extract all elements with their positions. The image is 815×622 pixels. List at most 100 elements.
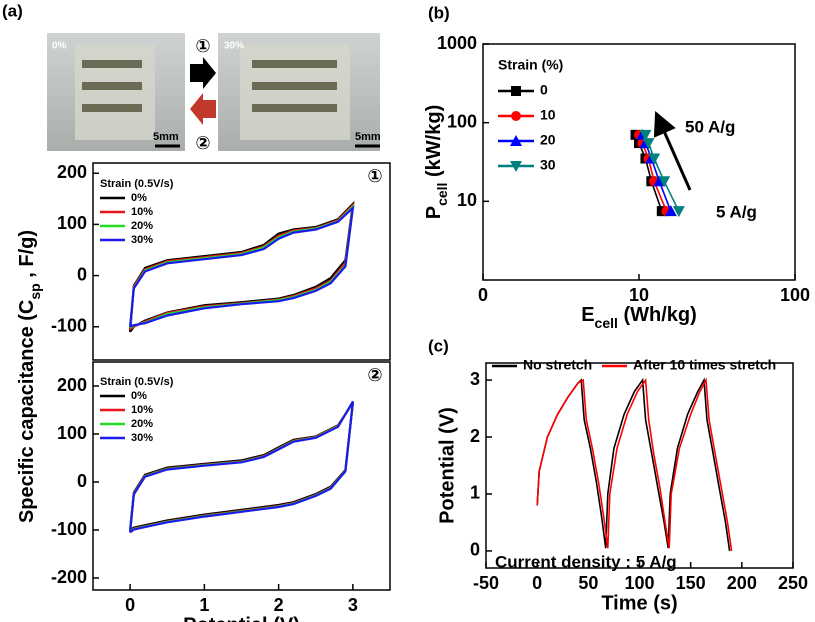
y-tick-label: 100 [447,111,477,131]
legend-label: 10% [131,206,153,218]
x-tick-label: 0 [478,285,488,305]
data-point [672,206,685,218]
x-tick-label: 150 [676,573,706,593]
x-tick-label: 2 [274,595,284,615]
x-tick-label: 0 [532,573,542,593]
legend-label: 10% [131,404,153,416]
y-tick-label: -100 [51,519,87,539]
annotation: 50 A/g [685,117,735,136]
legend-label: 20% [131,220,153,232]
x-tick-label: 250 [778,573,808,593]
y-axis-label: Pcell (kW/kg) [423,105,449,219]
y-axis-label-part: Specific capacitance (C [16,300,38,523]
step-number: ① [195,36,210,57]
series-line [536,377,733,552]
scale-label: 5mm [153,131,179,143]
x-tick-label: 200 [727,573,757,593]
scale-label: 5mm [355,131,381,143]
legend-marker [511,111,521,121]
legend-marker [511,86,521,96]
legend-label: 20 [540,132,556,148]
legend-label: 30% [131,234,153,246]
y-tick-label: 10 [457,190,477,210]
y-axis-label-sub: cell [434,183,450,206]
panel-label: (c) [428,336,449,355]
legend-label: 0 [540,82,548,98]
y-tick-label: 0 [77,264,87,284]
legend-label: 0% [131,390,147,402]
y-tick-label: 100 [57,213,87,233]
series-line [129,200,355,333]
trend-arrow [653,111,692,191]
plot-frame [92,162,391,361]
y-tick-label: 1 [470,483,480,503]
plot-frame [92,361,391,591]
y-axis-label: Potential (V) [436,407,458,524]
x-axis-label-sub: cell [595,315,618,331]
y-axis-label-part: , F/g) [16,230,38,283]
legend-title: Strain (0.5V/s) [100,376,174,388]
photo-label: 30% [224,41,244,52]
x-tick-label: 10 [629,285,649,305]
photo-right [218,33,380,151]
data-point [658,176,671,188]
plot-frame [482,43,796,281]
y-tick-label: 1000 [437,33,477,53]
data-point [648,153,661,165]
x-tick-label: 3 [348,595,358,615]
y-axis-label-part: (kW/kg) [423,105,445,183]
annotation: ① [367,166,382,187]
y-tick-label: 3 [470,369,480,389]
x-axis-label: Potential (V) [183,614,300,622]
x-tick-label: -50 [473,573,499,593]
arrow-back [190,93,216,125]
legend-label: After 10 times stretch [633,357,776,373]
data-point [642,138,655,150]
legend-title: Strain (%) [498,57,563,73]
annotation: ② [367,365,382,386]
plot-frame [485,362,794,569]
y-tick-label: 200 [57,162,87,182]
legend-label: No stretch [523,357,592,373]
panel-label: (b) [428,3,450,22]
y-tick-label: 2 [470,426,480,446]
y-tick-label: 0 [77,471,87,491]
arrow-forward [190,57,216,89]
x-tick-label: 100 [780,285,810,305]
y-axis-label-sub: sp [27,283,43,299]
x-tick-label: 1 [199,595,209,615]
legend-label: 0% [131,192,147,204]
x-tick-label: 50 [578,573,598,593]
x-axis-label: Ecell (Wh/kg) [581,304,697,330]
legend-title: Strain (0.5V/s) [100,178,174,190]
data-point [664,205,677,217]
y-tick-label: 100 [57,423,87,443]
y-tick-label: 0 [470,540,480,560]
x-tick-label: 0 [125,595,135,615]
legend-marker [510,161,522,172]
series-line [536,377,731,552]
x-axis-label-part: (Wh/kg) [618,304,697,326]
series-line [129,201,355,331]
data-point [639,129,652,141]
legend-marker [510,135,522,146]
y-axis-label-part: P [423,206,445,219]
annotation: 5 A/g [716,202,757,221]
photo-left [47,33,185,151]
panel-label: (a) [2,1,23,20]
y-tick-label: -200 [51,567,87,587]
y-tick-label: -100 [51,315,87,335]
photo-label: 0% [52,41,67,52]
annotation: Current density : 5 A/g [495,552,677,571]
legend-label: 30 [540,157,556,173]
x-axis-label: Time (s) [601,592,677,614]
series-line [129,205,355,328]
x-tick-label: 100 [624,573,654,593]
series-line [129,400,354,534]
legend-label: 20% [131,418,153,430]
x-axis-label-part: E [581,304,594,326]
legend-label: 10 [540,107,556,123]
legend-label: 30% [131,432,153,444]
step-number: ② [195,133,210,154]
